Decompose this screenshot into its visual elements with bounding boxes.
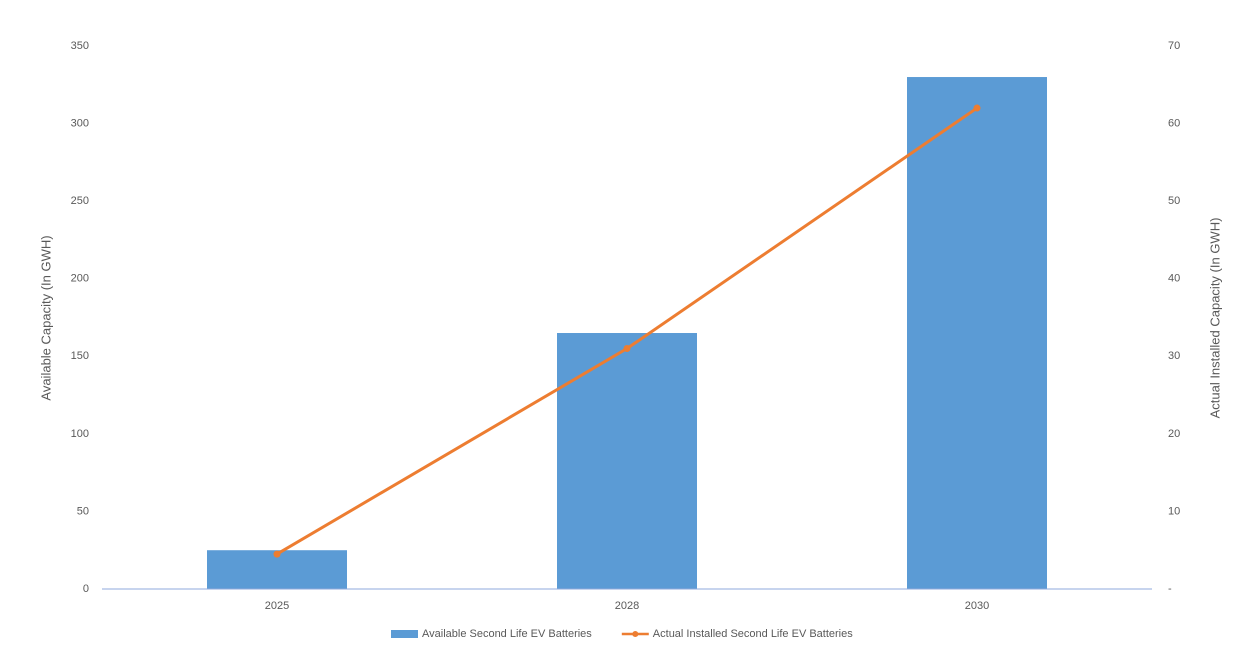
- y2-tick-label: 30: [1168, 350, 1180, 362]
- y2-tick-label: 40: [1168, 273, 1180, 285]
- legend-swatch-marker: [632, 631, 639, 637]
- y-tick-label: 250: [71, 195, 89, 207]
- y-tick-label: 350: [71, 40, 89, 52]
- y-tick-label: 50: [77, 505, 89, 517]
- y-tick-label: 200: [71, 273, 89, 285]
- x-tick-label: 2030: [965, 600, 989, 612]
- legend-label: Available Second Life EV Batteries: [422, 628, 592, 640]
- x-tick-label: 2025: [265, 600, 289, 612]
- y-tick-label: 100: [71, 428, 89, 440]
- y2-tick-label: -: [1168, 583, 1172, 595]
- line-marker: [273, 550, 281, 558]
- y-tick-label: 0: [83, 583, 89, 595]
- legend-swatch: [391, 630, 418, 638]
- x-tick-label: 2028: [615, 600, 639, 612]
- y2-tick-label: 20: [1168, 428, 1180, 440]
- legend-label: Actual Installed Second Life EV Batterie…: [653, 628, 853, 640]
- bar: [557, 333, 697, 589]
- line-marker: [623, 345, 631, 353]
- y-tick-label: 150: [71, 350, 89, 362]
- y2-tick-label: 10: [1168, 505, 1180, 517]
- y-tick-label: 300: [71, 117, 89, 129]
- line-marker: [973, 104, 981, 112]
- y2-axis-label: Actual Installed Capacity (In GWH): [1207, 218, 1222, 419]
- y2-tick-label: 50: [1168, 195, 1180, 207]
- y2-tick-label: 60: [1168, 117, 1180, 129]
- bar: [907, 77, 1047, 590]
- y2-tick-label: 70: [1168, 40, 1180, 52]
- y-axis-label: Available Capacity (In GWH): [38, 235, 53, 400]
